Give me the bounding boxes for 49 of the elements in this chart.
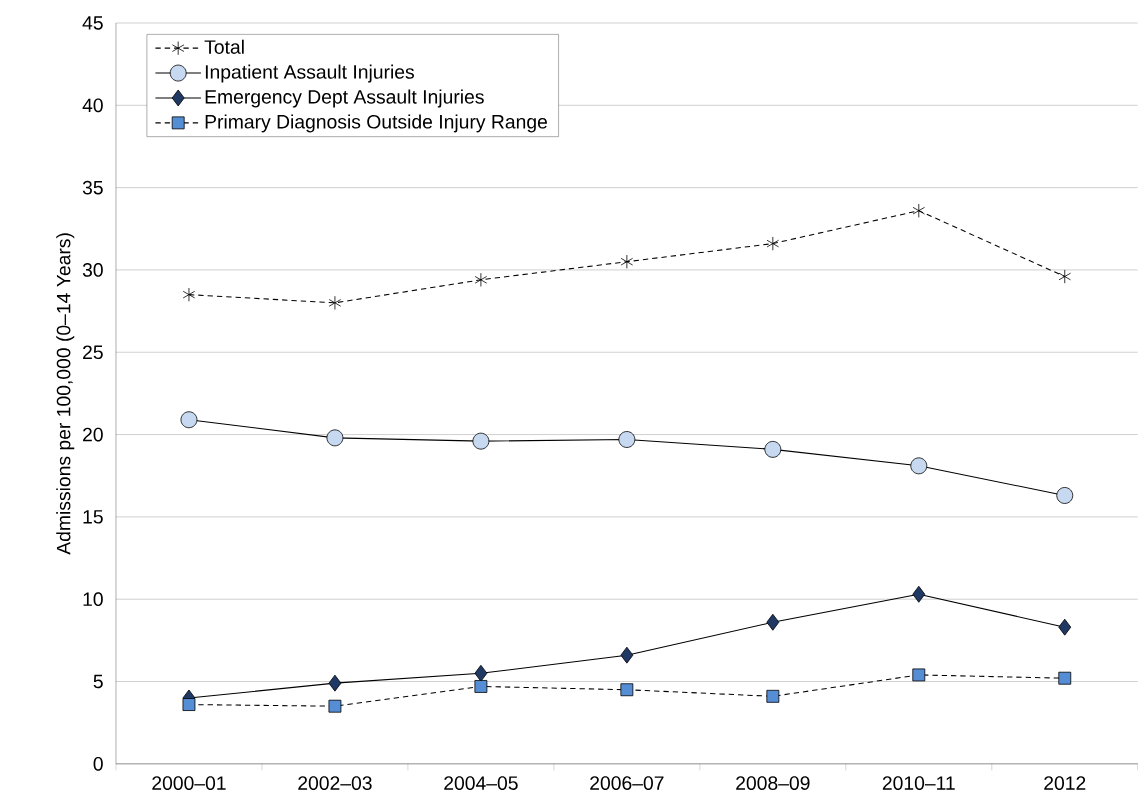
point (182, 698, 196, 712)
x-tick-label: 2008–09 (736, 776, 810, 790)
point (910, 457, 928, 475)
y-tick-label: 40 (82, 98, 103, 113)
legend-label: Primary Diagnosis Outside Injury Range (205, 114, 547, 133)
point (618, 431, 636, 448)
legend-label: Total (204, 39, 244, 54)
y-tick-label: 5 (93, 674, 103, 689)
legend-label: Inpatient Assault Injuries (205, 64, 414, 83)
point (328, 699, 342, 713)
point (766, 613, 780, 631)
point (328, 674, 342, 692)
y-tick-label: 30 (82, 263, 103, 277)
y-tick-label: 45 (82, 16, 103, 30)
point (620, 646, 634, 664)
y-tick-label: 35 (82, 180, 103, 195)
x-tick-label: 2010–11 (882, 776, 955, 790)
point (472, 432, 490, 450)
y-tick-label: 15 (83, 510, 103, 524)
point (180, 411, 198, 429)
point (182, 287, 196, 302)
point (328, 295, 342, 311)
point (766, 236, 779, 251)
x-tick-label: 2002–03 (298, 776, 372, 790)
y-tick-label: 25 (83, 345, 103, 360)
point (1058, 671, 1072, 685)
point (474, 272, 488, 287)
point (1058, 618, 1072, 636)
point (912, 668, 926, 682)
point (620, 683, 634, 697)
x-tick-label: 2000–01 (152, 776, 226, 790)
point (912, 203, 925, 218)
x-tick-label: 2006–07 (590, 776, 664, 790)
legend-label: Emergency Dept Assault Injuries (205, 89, 484, 108)
point (766, 690, 780, 703)
point (1056, 487, 1074, 504)
point (764, 441, 782, 458)
point (912, 585, 926, 603)
point (1058, 269, 1071, 284)
x-tick-label: 2012 (1044, 776, 1086, 790)
point (474, 680, 488, 693)
point (474, 664, 488, 682)
point (326, 429, 344, 447)
y-tick-label: 0 (93, 757, 103, 771)
y-axis-title: Admissions per 100,000 (0–14 Years) (56, 233, 75, 555)
y-tick-label: 10 (83, 592, 103, 607)
y-tick-label: 20 (83, 427, 103, 442)
x-tick-label: 2004–05 (444, 776, 518, 790)
point (620, 254, 634, 269)
